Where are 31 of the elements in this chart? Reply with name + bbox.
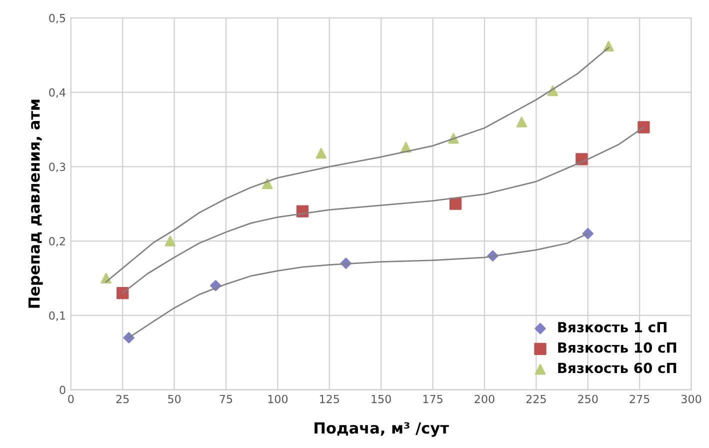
x-tick-label: 25 — [116, 394, 129, 404]
x-tick-label: 150 — [372, 394, 391, 404]
point — [638, 121, 650, 134]
y-tick-label: 0,2 — [49, 237, 65, 247]
x-axis-title: Подача, м³ /сут — [314, 422, 449, 437]
point — [116, 287, 129, 300]
x-tick-label: 125 — [320, 394, 340, 404]
legend-label: Вязкость 10 сП — [558, 342, 676, 353]
x-tick-label: 0 — [68, 394, 74, 404]
x-tick-label: 175 — [423, 394, 442, 404]
x-tick-label: 275 — [630, 394, 650, 404]
point — [262, 178, 273, 190]
x-tick-label: 300 — [682, 394, 702, 404]
point — [516, 116, 528, 128]
x-tick-label: 250 — [578, 394, 598, 404]
x-tick-label: 100 — [268, 394, 288, 404]
x-tick-label: 75 — [220, 394, 232, 404]
point — [316, 148, 326, 159]
x-tick-label: 50 — [168, 394, 181, 404]
y-tick-label: 0,3 — [49, 162, 66, 172]
point — [164, 236, 176, 246]
legend-label: Вязкость 60 сП — [558, 362, 676, 374]
x-tick-label: 200 — [474, 394, 494, 404]
y-tick-label: 0,4 — [49, 88, 66, 98]
x-tick-label: 225 — [526, 394, 546, 404]
point — [449, 198, 462, 210]
y-tick-label: 0 — [60, 386, 66, 394]
y-tick-label: 0,5 — [49, 14, 66, 24]
y-axis-title: Перепад давления, атм — [28, 100, 43, 308]
legend-label: Вязкость 1 сП — [558, 322, 666, 332]
y-tick-label: 0,1 — [49, 311, 66, 321]
